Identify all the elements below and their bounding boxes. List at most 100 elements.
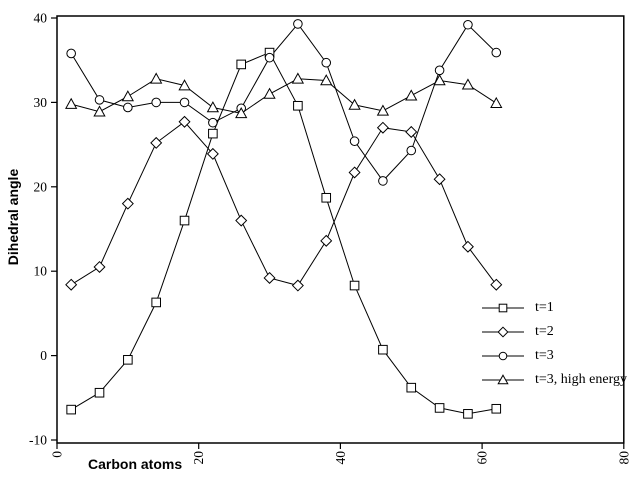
circle-marker-icon (482, 351, 524, 361)
y-axis-ticks: -10 0 10 20 30 40 (29, 11, 57, 448)
square-marker (208, 128, 218, 139)
square-marker (66, 404, 76, 415)
circle-marker (208, 117, 218, 128)
circle-marker (94, 95, 105, 105)
y-tick-label: 20 (34, 179, 48, 194)
triangle-marker (291, 72, 305, 84)
legend-label: t=3, high energy (535, 372, 628, 387)
series-markers-square (66, 47, 502, 419)
series-line-square (70, 51, 497, 415)
diamond-marker (206, 147, 219, 160)
diamond-marker (461, 240, 474, 253)
triangle-marker (433, 74, 446, 86)
circle-marker (491, 47, 502, 58)
circle-marker (179, 97, 190, 108)
square-marker (349, 280, 360, 291)
square-marker (123, 355, 133, 365)
diamond-marker (291, 279, 304, 292)
triangle-marker (320, 74, 333, 86)
diamond-marker (150, 136, 163, 149)
square-marker (293, 100, 303, 111)
diamond-marker (348, 166, 361, 179)
x-axis-title: Carbon atoms (88, 456, 183, 472)
triangle-marker (497, 374, 509, 385)
y-axis-title: Dihedral angle (5, 168, 21, 266)
triangle-marker (461, 78, 475, 90)
circle-marker (498, 351, 508, 361)
circle-marker (463, 19, 473, 30)
square-marker (491, 403, 502, 414)
diamond-marker (320, 234, 333, 247)
legend-label: t=2 (535, 324, 554, 339)
legend-item-t2: t=2 (481, 320, 627, 344)
circle-marker (123, 102, 133, 113)
triangle-marker (235, 107, 248, 119)
series-markers-triangle (65, 72, 503, 119)
square-marker (434, 403, 445, 413)
diamond-marker (65, 278, 78, 291)
triangle-marker (65, 97, 78, 109)
diamond-marker (433, 173, 446, 186)
x-tick-label: 60 (475, 451, 490, 465)
diamond-marker (263, 271, 276, 284)
diamond-marker (235, 214, 248, 227)
square-marker (236, 59, 247, 70)
triangle-marker (178, 79, 191, 91)
series-markers-diamond (65, 115, 503, 292)
y-tick-label: 0 (40, 348, 47, 363)
square-marker-icon (482, 303, 524, 313)
circle-marker (378, 176, 388, 186)
legend-item-t1: t=1 (481, 296, 627, 320)
y-tick-label: -10 (29, 433, 47, 448)
legend-item-t3-high-energy: t=3, high energy (481, 368, 627, 392)
x-tick-label: 0 (50, 451, 65, 458)
circle-marker (151, 97, 161, 108)
square-marker (406, 382, 417, 393)
legend-label: t=3 (535, 348, 554, 363)
legend-label: t=1 (535, 300, 554, 315)
circle-marker (406, 145, 417, 156)
square-marker (321, 192, 332, 203)
square-marker (151, 297, 161, 308)
square-marker (498, 303, 508, 313)
x-tick-label: 20 (191, 451, 206, 465)
square-marker (463, 409, 473, 419)
diamond-marker (497, 326, 509, 338)
diamond-marker (490, 278, 503, 291)
diamond-marker (178, 115, 191, 128)
diamond-marker (93, 260, 106, 273)
triangle-marker (150, 72, 163, 84)
circle-marker (293, 19, 303, 29)
triangle-marker (206, 101, 220, 113)
y-tick-label: 40 (34, 11, 48, 26)
x-tick-label: 80 (616, 451, 631, 465)
circle-marker (66, 48, 76, 59)
y-tick-label: 30 (34, 95, 48, 110)
legend-item-t3: t=3 (481, 344, 627, 368)
legend: t=1 t=2 t=3 t=3, high energy (481, 296, 627, 392)
circle-marker (321, 57, 332, 68)
diamond-marker (376, 121, 389, 134)
square-marker (94, 387, 105, 398)
triangle-marker (348, 98, 361, 110)
series-line-circle (70, 23, 497, 182)
square-marker (378, 344, 388, 355)
series-line-diamond (70, 121, 497, 287)
diamond-marker (121, 197, 134, 210)
x-tick-label: 40 (333, 451, 348, 465)
circle-marker (349, 136, 360, 147)
y-tick-label: 10 (34, 264, 48, 279)
x-axis-ticks: 0 20 40 60 80 (50, 443, 631, 465)
series-line-triangle (71, 78, 497, 114)
square-marker (179, 215, 190, 226)
triangle-marker (121, 90, 134, 102)
triangle-marker (93, 105, 106, 117)
triangle-marker (263, 87, 276, 99)
circle-marker (434, 65, 445, 76)
series-markers-circle (66, 19, 502, 186)
triangle-marker (376, 104, 390, 116)
circle-marker (264, 52, 275, 63)
diamond-marker (405, 125, 418, 138)
